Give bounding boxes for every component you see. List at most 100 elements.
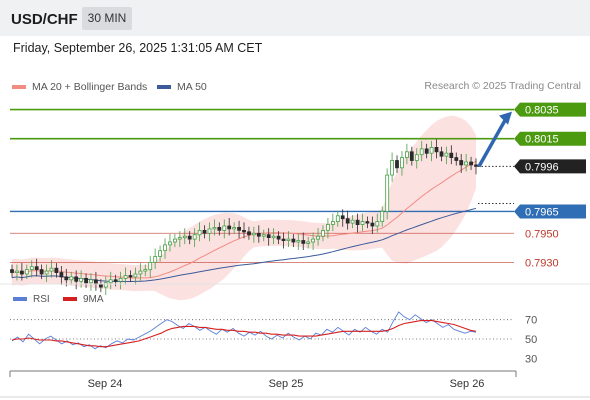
candle — [212, 226, 217, 230]
candle — [202, 229, 207, 234]
forecast-arrow-shaft — [477, 117, 508, 168]
x-tick-label: Sep 26 — [450, 378, 485, 390]
candle — [449, 152, 454, 158]
datetime-label: Friday, September 26, 2025 1:31:05 AM CE… — [13, 41, 263, 55]
candle — [474, 164, 478, 167]
symbol-title: USD/CHF — [11, 11, 78, 28]
candle — [138, 270, 143, 275]
candle — [321, 229, 325, 237]
candle — [123, 275, 128, 279]
candle — [261, 234, 266, 237]
candle — [143, 269, 148, 272]
candle — [227, 225, 232, 230]
candle — [345, 218, 350, 224]
level-tag-resistance: 0.8035 — [514, 102, 586, 117]
candle — [306, 241, 311, 244]
candle — [330, 221, 335, 225]
candle — [99, 283, 103, 288]
level-tag-label: 0.7996 — [525, 161, 559, 173]
candles — [10, 139, 478, 296]
candle — [108, 279, 113, 284]
candle — [335, 215, 340, 223]
legend-ma50-label: MA 50 — [177, 81, 207, 93]
candle — [434, 146, 439, 153]
candle — [172, 238, 177, 243]
level-tag-label: 0.8015 — [525, 134, 559, 146]
candle — [380, 210, 385, 222]
rsi-tick-label: 70 — [525, 315, 537, 327]
candle — [464, 161, 469, 166]
candle — [395, 160, 399, 169]
rsi-swatch — [13, 297, 27, 301]
level-tag-pivot: 0.7965 — [514, 204, 586, 219]
candle — [365, 221, 370, 224]
level-tag-box — [514, 204, 586, 219]
rsi-ma-line — [11, 320, 477, 348]
candle — [148, 261, 153, 271]
candle — [409, 151, 414, 161]
candle — [301, 240, 306, 244]
candle — [271, 235, 276, 239]
candle — [34, 266, 39, 271]
candle — [10, 269, 14, 273]
legend-rsi: RSI — [13, 293, 50, 305]
candle — [44, 270, 49, 275]
candle — [429, 146, 434, 154]
rsi-line — [11, 311, 477, 350]
candle — [103, 282, 108, 288]
candle — [276, 235, 281, 240]
legend-ma50: MA 50 — [157, 80, 207, 94]
rsi-tick-label: 50 — [525, 334, 537, 346]
9ma-swatch — [63, 297, 77, 301]
candle — [89, 279, 93, 284]
candle — [84, 277, 88, 284]
candle — [251, 232, 256, 236]
level-tag-label: 0.7930 — [525, 257, 559, 269]
x-tick-label: Sep 25 — [269, 378, 304, 390]
candle — [192, 234, 197, 240]
candle — [454, 157, 459, 161]
candle — [39, 269, 44, 275]
candle — [350, 219, 355, 224]
rsi-tick-label: 30 — [525, 353, 537, 365]
candle — [444, 152, 449, 157]
candle — [118, 277, 123, 282]
candle — [182, 235, 187, 239]
level-tag-box — [514, 159, 586, 174]
candle — [177, 237, 182, 240]
candle — [163, 244, 167, 252]
candle — [24, 269, 29, 275]
candle — [197, 229, 202, 236]
candle — [232, 226, 237, 230]
candle — [29, 266, 34, 271]
legend-ma20: MA 20 + Bollinger Bands — [12, 80, 147, 94]
bollinger-fill — [12, 115, 476, 301]
candle — [59, 272, 64, 278]
candle — [459, 160, 464, 166]
candle — [340, 215, 345, 220]
candle — [54, 267, 59, 274]
candle — [168, 241, 172, 246]
interval-badge[interactable]: 30 MIN — [82, 7, 132, 30]
candle — [325, 224, 330, 231]
level-tag-support: 0.7930 — [525, 257, 559, 269]
candle — [424, 148, 429, 154]
level-tag-current: 0.7996 — [514, 159, 586, 174]
candle — [404, 151, 409, 159]
candle — [74, 276, 79, 282]
candle — [439, 151, 444, 157]
header-bar: USD/CHF 30 MIN — [0, 0, 590, 36]
candle — [15, 270, 19, 274]
level-tag-resistance: 0.8015 — [514, 131, 586, 146]
level-tag-label: 0.7965 — [525, 206, 559, 218]
candle — [158, 250, 163, 257]
candle — [355, 219, 360, 225]
legend-ma20-label: MA 20 + Bollinger Bands — [32, 81, 148, 93]
candle — [316, 235, 321, 240]
candle — [128, 275, 133, 278]
candle — [390, 160, 395, 176]
candle — [79, 277, 83, 282]
candle — [187, 235, 192, 240]
ma20-swatch — [12, 85, 26, 89]
